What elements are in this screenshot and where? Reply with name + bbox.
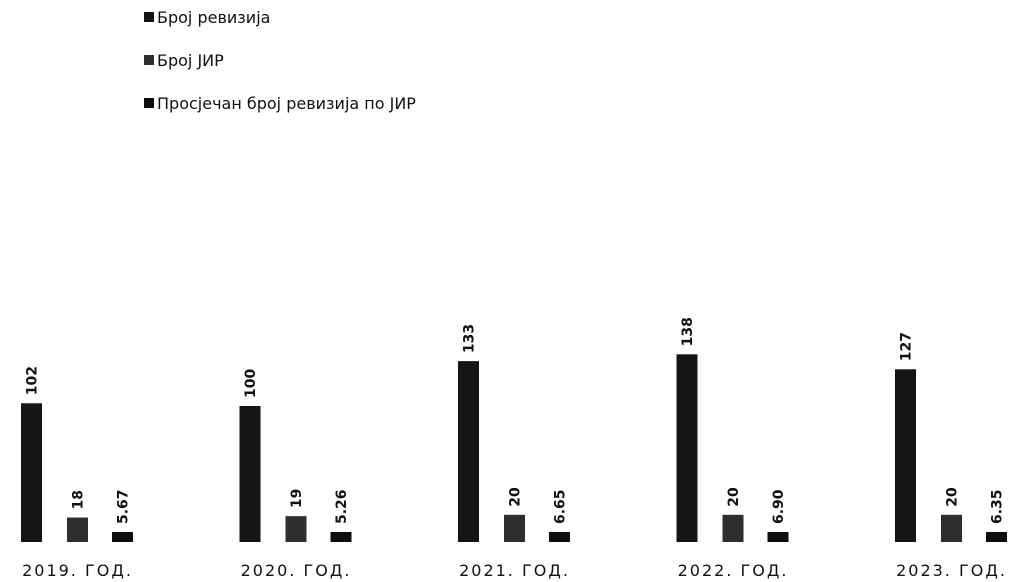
bar-1-0 (67, 517, 88, 542)
bar-1-2 (504, 514, 525, 542)
value-label-0-4: 127 (899, 332, 915, 361)
bar-2-0 (112, 532, 133, 542)
bar-1-4 (941, 514, 962, 542)
bar-0-3 (676, 354, 698, 542)
category-label-4: 2023. ГОД. (896, 561, 1007, 580)
bar-0-0 (21, 403, 42, 542)
value-label-2-3: 6.90 (771, 489, 787, 524)
value-label-1-4: 20 (945, 487, 961, 507)
bar-0-1 (239, 406, 261, 542)
legend: Број ревизија Број ЈИР Просјечан број ре… (144, 6, 416, 135)
value-label-2-1: 5.26 (334, 489, 350, 524)
legend-label-units: Број ЈИР (157, 50, 224, 70)
legend-swatch-average (144, 98, 154, 108)
value-label-0-0: 102 (25, 366, 41, 395)
value-label-0-1: 100 (243, 369, 259, 398)
value-label-2-4: 6.35 (990, 489, 1006, 524)
bar-2-4 (986, 532, 1007, 542)
legend-item-revisions: Број ревизија (144, 6, 416, 28)
bar-2-1 (330, 532, 352, 542)
category-label-3: 2022. ГОД. (678, 561, 789, 580)
bar-0-2 (458, 361, 479, 542)
value-label-2-0: 5.67 (116, 489, 132, 524)
bar-2-2 (549, 532, 570, 542)
bar-0-4 (895, 369, 916, 542)
value-label-1-1: 19 (289, 489, 305, 508)
value-label-0-2: 133 (462, 324, 478, 353)
value-label-2-2: 6.65 (553, 489, 569, 524)
legend-swatch-units (144, 55, 154, 65)
legend-label-revisions: Број ревизија (157, 7, 271, 27)
category-label-1: 2020. ГОД. (241, 561, 352, 580)
bar-1-1 (285, 516, 307, 542)
category-label-2: 2021. ГОД. (459, 561, 570, 580)
bar-2-3 (767, 532, 789, 542)
legend-item-units: Број ЈИР (144, 49, 416, 71)
legend-swatch-revisions (144, 12, 154, 22)
value-label-1-2: 20 (508, 487, 524, 507)
value-label-0-3: 138 (680, 317, 696, 346)
value-label-1-3: 20 (726, 487, 742, 507)
category-label-0: 2019. ГОД. (22, 561, 133, 580)
legend-label-average: Просјечан број ревизија по ЈИР (157, 93, 416, 113)
bar-1-3 (722, 514, 744, 542)
legend-item-average: Просјечан број ревизија по ЈИР (144, 92, 416, 114)
value-label-1-0: 18 (71, 490, 87, 509)
